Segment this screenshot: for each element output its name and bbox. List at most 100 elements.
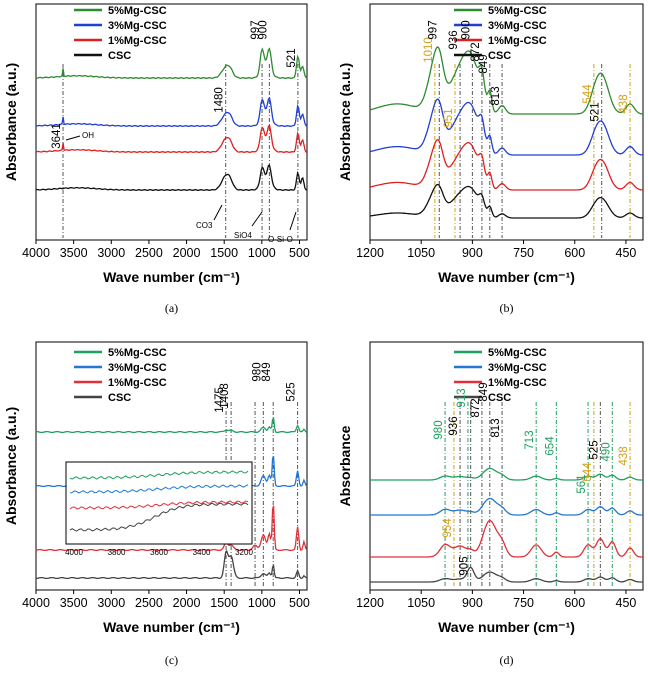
x-tick-label: 900 bbox=[462, 596, 483, 610]
inset-tick-label: 3200 bbox=[235, 548, 253, 557]
legend-label: CSC bbox=[488, 392, 511, 404]
inset-spectrum bbox=[69, 484, 249, 494]
legend-label: 1%Mg-CSC bbox=[488, 35, 547, 47]
x-tick-label: 2000 bbox=[173, 596, 201, 610]
peak-label: 997 bbox=[427, 20, 439, 39]
peak-label: 913 bbox=[456, 388, 468, 407]
panel-caption: (b) bbox=[500, 301, 514, 315]
x-tick-label: 3500 bbox=[60, 596, 88, 610]
peak-label: 525 bbox=[588, 440, 600, 459]
peak-label: 3641 bbox=[51, 123, 63, 149]
x-tick-label: 750 bbox=[513, 596, 534, 610]
inset-tick-label: 4000 bbox=[65, 548, 83, 557]
spectrum-3-mg-csc bbox=[370, 497, 643, 516]
spectrum-csc bbox=[36, 549, 308, 580]
legend-label: CSC bbox=[488, 50, 511, 62]
x-tick-label: 600 bbox=[564, 246, 585, 260]
x-tick-label: 3000 bbox=[97, 596, 125, 610]
x-tick-label: 3500 bbox=[60, 246, 88, 260]
x-tick-label: 1500 bbox=[210, 596, 238, 610]
inset-spectrum bbox=[69, 500, 249, 510]
inset-tick-label: 3800 bbox=[108, 548, 126, 557]
annotation-osio: O-Si-O bbox=[268, 235, 293, 244]
panel-caption: (c) bbox=[165, 653, 178, 667]
x-tick-label: 1200 bbox=[356, 596, 384, 610]
peak-label: 872 bbox=[470, 398, 482, 417]
peak-label: 905 bbox=[459, 556, 471, 575]
legend-label: CSC bbox=[108, 50, 131, 62]
x-tick-label: 500 bbox=[289, 246, 310, 260]
peak-label: 900 bbox=[257, 20, 269, 39]
peak-label: 521 bbox=[590, 102, 602, 121]
inset-spectrum bbox=[69, 470, 249, 480]
spectrum-5-mg-csc bbox=[370, 467, 643, 481]
peak-label: 900 bbox=[460, 20, 472, 39]
peak-label: 713 bbox=[524, 430, 536, 449]
panel-b: 1200 1050 900 750 600 450 Wave number (cm⁻¹) Ab… bbox=[337, 3, 644, 315]
legend-label: 5%Mg-CSC bbox=[108, 5, 167, 17]
legend-label: 3%Mg-CSC bbox=[108, 362, 167, 374]
x-tick-label: 900 bbox=[462, 246, 483, 260]
inset-tick-label: 3600 bbox=[150, 548, 168, 557]
peak-label: 954 bbox=[442, 518, 454, 538]
x-tick-label: 4000 bbox=[22, 246, 50, 260]
x-axis-label: Wave number (cm⁻¹) bbox=[438, 619, 575, 635]
x-axis-label: Wave number (cm⁻¹) bbox=[103, 269, 240, 285]
peak-label: 1010 bbox=[423, 37, 435, 63]
x-tick-label: 1200 bbox=[356, 246, 384, 260]
peak-label: 544 bbox=[582, 84, 594, 104]
panel-d: 1200 1050 900 750 600 450 Wave number (cm⁻¹) Ab… bbox=[337, 341, 644, 667]
spectrum-csc bbox=[35, 164, 308, 191]
inset-spectrum bbox=[69, 502, 249, 532]
legend-label: 5%Mg-CSC bbox=[488, 5, 547, 17]
annotation-co3: CO3 bbox=[196, 221, 213, 230]
x-tick-label: 750 bbox=[513, 246, 534, 260]
x-tick-label: 450 bbox=[616, 246, 637, 260]
peak-label: 997 bbox=[250, 20, 262, 39]
spectrum-5-mg-csc bbox=[36, 417, 308, 434]
plot-frame bbox=[35, 3, 308, 241]
peak-label: 490 bbox=[600, 442, 612, 461]
peak-label: 438 bbox=[618, 446, 630, 465]
panel-a: 4000 3500 3000 2500 2000 1500 1000 500 Wave numb… bbox=[3, 3, 310, 315]
x-axis-label: Wave number (cm⁻¹) bbox=[103, 619, 240, 635]
spectrum-csc bbox=[369, 183, 644, 219]
inset-tick-label: 3400 bbox=[193, 548, 211, 557]
peak-label: 521 bbox=[286, 48, 298, 67]
arrow-co3 bbox=[213, 204, 223, 221]
legend-label: 3%Mg-CSC bbox=[108, 20, 167, 32]
peak-label: 951 bbox=[443, 108, 455, 127]
x-tick-label: 1500 bbox=[210, 246, 238, 260]
peak-label: 1408 bbox=[219, 383, 231, 409]
spectrum-1-mg-csc bbox=[35, 124, 308, 153]
annotation-sio4: SiO4 bbox=[234, 231, 252, 240]
x-tick-label: 500 bbox=[289, 596, 310, 610]
legend-label: 3%Mg-CSC bbox=[488, 20, 547, 32]
legend-label: 5%Mg-CSC bbox=[488, 347, 547, 359]
spectrum-3-mg-csc bbox=[369, 98, 643, 156]
spectrum-5-mg-csc bbox=[369, 46, 643, 115]
legend-label: 1%Mg-CSC bbox=[488, 377, 547, 389]
x-tick-label: 1000 bbox=[248, 246, 276, 260]
peak-label: 654 bbox=[544, 436, 556, 456]
y-axis-label: Absorbance (a.u.) bbox=[3, 407, 19, 525]
peak-label: 544 bbox=[582, 462, 594, 482]
panel-caption: (d) bbox=[500, 653, 514, 667]
x-tick-label: 600 bbox=[564, 596, 585, 610]
panel-c: 4000 3500 3000 2500 2000 1500 1000 500 Wave numb… bbox=[3, 341, 310, 667]
peak-label: 1480 bbox=[214, 87, 226, 113]
spectrum-1-mg-csc bbox=[369, 139, 643, 191]
x-tick-label: 1050 bbox=[407, 596, 435, 610]
peak-label: 525 bbox=[286, 382, 298, 401]
arrow-oh bbox=[65, 135, 81, 141]
peak-label: 438 bbox=[618, 94, 630, 113]
spectrum-1-mg-csc bbox=[370, 519, 643, 558]
legend-label: 3%Mg-CSC bbox=[488, 362, 547, 374]
peak-label: 936 bbox=[448, 30, 460, 49]
arrow-sio4 bbox=[251, 211, 263, 227]
peak-label: 1475 bbox=[214, 387, 226, 413]
peak-label: 980 bbox=[251, 362, 263, 381]
x-tick-label: 450 bbox=[616, 596, 637, 610]
peak-label: 813 bbox=[490, 418, 502, 437]
y-axis-label: Absorbance (a.u.) bbox=[337, 63, 353, 181]
